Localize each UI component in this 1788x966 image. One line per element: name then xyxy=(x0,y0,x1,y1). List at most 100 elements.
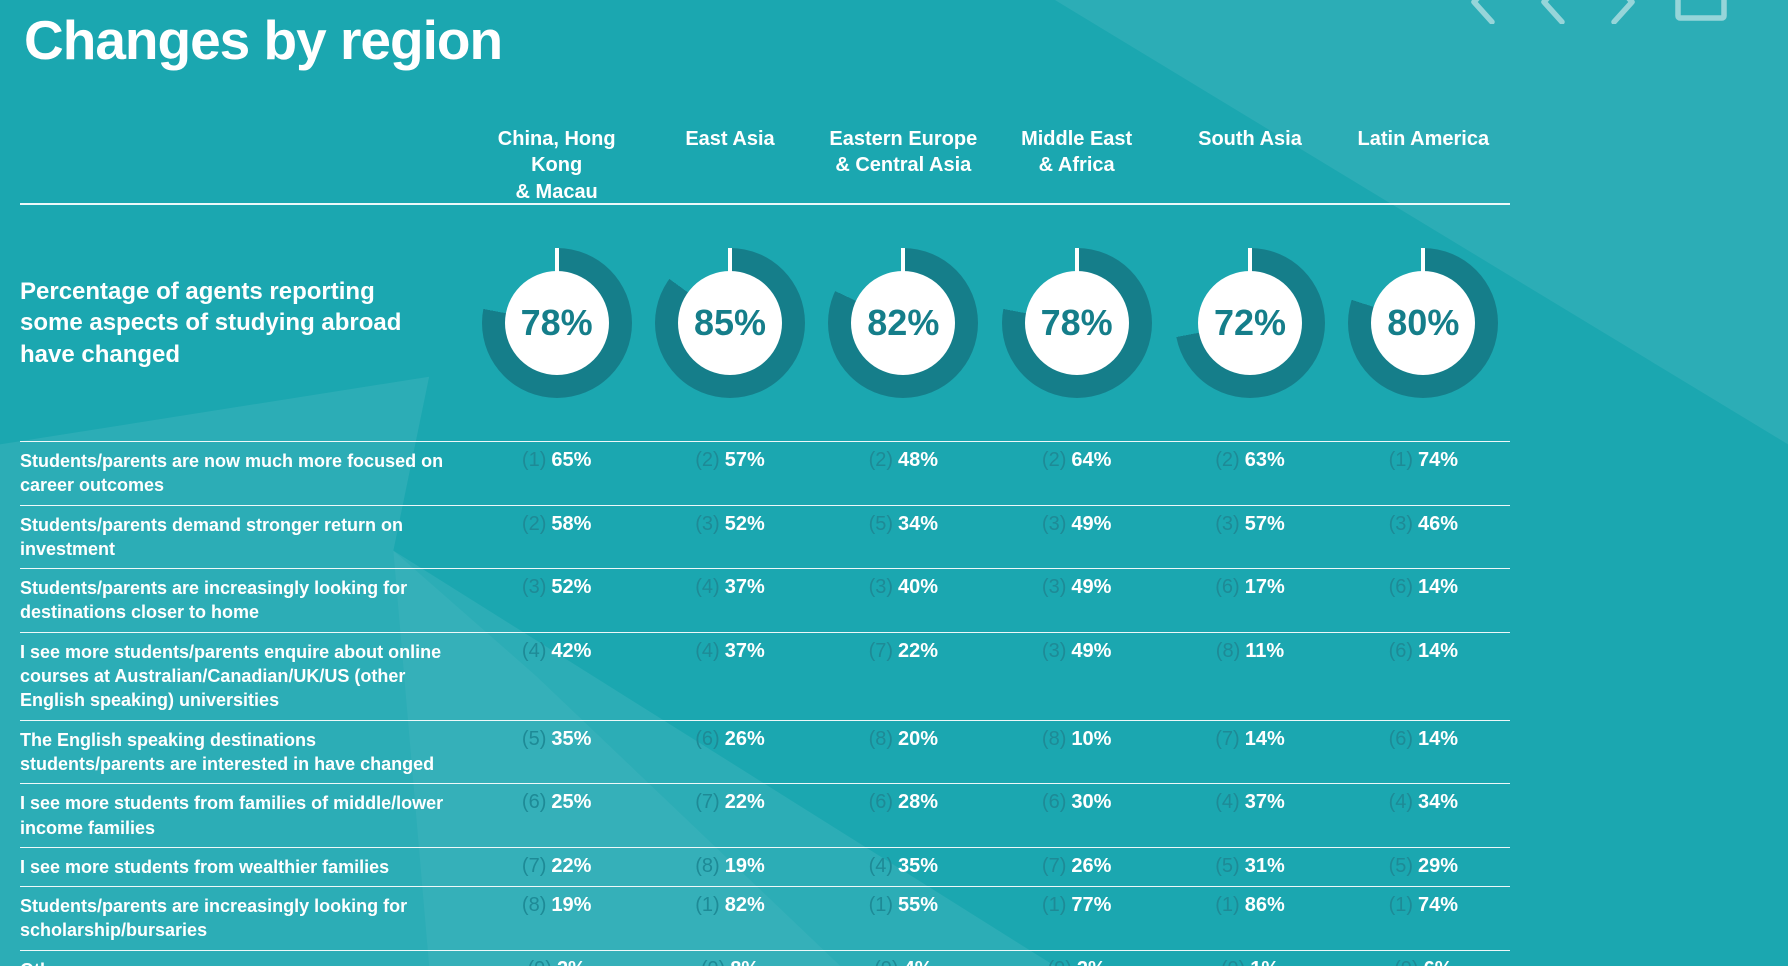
table-cell: (9) 2% xyxy=(470,958,643,966)
row-label: I see more students/parents enquire abou… xyxy=(20,641,442,711)
table-cell: (6) 26% xyxy=(643,728,816,777)
table-cell: (4) 35% xyxy=(817,855,990,879)
value: 14% xyxy=(1244,727,1285,750)
rank: (6) xyxy=(695,727,720,750)
donut-value: 82% xyxy=(867,302,940,343)
rank: (6) xyxy=(1041,791,1067,814)
donut-hole: 72% xyxy=(1197,271,1302,375)
value: 37% xyxy=(724,576,765,599)
value: 14% xyxy=(1418,576,1459,599)
report-content: China, Hong Kong & Macau East Asia Easte… xyxy=(20,112,1510,966)
fullscreen-icon[interactable] xyxy=(1672,0,1730,24)
donut-hole: 85% xyxy=(677,271,782,375)
rank: (4) xyxy=(1388,791,1414,814)
back-icon[interactable] xyxy=(1462,0,1502,24)
donut-hole: 80% xyxy=(1371,271,1476,375)
table-cell: (6) 14% xyxy=(1337,640,1510,713)
rank: (7) xyxy=(521,854,547,877)
rank: (4) xyxy=(695,576,720,599)
rank: (1) xyxy=(695,894,720,917)
table-cell: (1) 86% xyxy=(1163,894,1336,943)
rank: (8) xyxy=(1215,639,1241,662)
donut-chart: 82% xyxy=(828,248,979,398)
rank: (7) xyxy=(868,639,894,662)
table-cell: (3) 52% xyxy=(643,513,816,562)
value: 57% xyxy=(1244,512,1285,535)
donut-hole: 78% xyxy=(1024,271,1129,375)
rank: (5) xyxy=(868,512,894,535)
rank: (5) xyxy=(1215,854,1240,877)
table-cell: (2) 64% xyxy=(990,449,1163,498)
value: 22% xyxy=(551,854,592,877)
value: 28% xyxy=(898,791,939,814)
rank: (3) xyxy=(1215,512,1240,535)
donut-start-notch xyxy=(1074,248,1079,274)
table-row: Other (9) 2% (9) 8% (9) 4% (9) 2% (9) 1% (9) 6… xyxy=(20,949,1510,966)
value: 77% xyxy=(1071,894,1112,917)
previous-icon[interactable] xyxy=(1532,0,1572,24)
rank: (2) xyxy=(521,512,547,535)
table-cell: (6) 14% xyxy=(1337,576,1510,625)
table-cell: (8) 11% xyxy=(1163,640,1336,713)
rank: (1) xyxy=(521,449,547,471)
rank: (3) xyxy=(695,512,720,535)
metric-label: Percentage of agents reporting some aspe… xyxy=(20,278,402,368)
value: 22% xyxy=(724,791,765,814)
donut-value: 72% xyxy=(1213,302,1287,343)
donut-chart: 78% xyxy=(481,248,632,398)
value: 14% xyxy=(1418,727,1459,750)
table-cell: (3) 49% xyxy=(990,576,1163,625)
row-label: I see more students from wealthier famil… xyxy=(20,856,390,877)
rank: (3) xyxy=(1041,512,1067,535)
value: 86% xyxy=(1244,894,1285,917)
rank: (6) xyxy=(1215,576,1240,599)
table-cell: (4) 37% xyxy=(643,640,816,713)
column-header-china-hong-kong-macau: China, Hong Kong & Macau xyxy=(497,128,616,203)
table-row: Students/parents are increasingly lookin… xyxy=(20,886,1510,950)
table-row: Students/parents demand stronger return … xyxy=(20,504,1510,569)
rank: (1) xyxy=(1041,894,1067,917)
value: 1% xyxy=(1250,958,1279,966)
value: 22% xyxy=(898,639,939,662)
value: 20% xyxy=(898,727,939,750)
value: 46% xyxy=(1418,512,1459,535)
table-cell: (9) 6% xyxy=(1337,958,1510,966)
rank: (7) xyxy=(1041,854,1067,877)
rank: (2) xyxy=(1041,449,1067,471)
table-cell: (7) 22% xyxy=(817,640,990,713)
value: 42% xyxy=(551,639,592,662)
value: 19% xyxy=(551,894,592,917)
value: 10% xyxy=(1071,727,1112,750)
table-cell: (3) 46% xyxy=(1337,513,1510,562)
value: 55% xyxy=(898,894,939,917)
rank: (9) xyxy=(1221,958,1245,966)
table-row: I see more students from families of mid… xyxy=(20,783,1510,847)
value: 31% xyxy=(1244,854,1285,877)
table-cell: (6) 25% xyxy=(470,791,643,840)
column-header-row: China, Hong Kong & Macau East Asia Easte… xyxy=(20,112,1510,205)
value: 49% xyxy=(1071,639,1112,662)
rank: (9) xyxy=(1394,958,1418,966)
value: 37% xyxy=(1244,791,1285,814)
table-cell: (1) 65% xyxy=(470,449,643,498)
rank: (6) xyxy=(1388,639,1414,662)
value: 57% xyxy=(724,449,765,471)
table-cell: (6) 28% xyxy=(817,791,990,840)
table-cell: (9) 2% xyxy=(990,958,1163,966)
table-cell: (3) 49% xyxy=(990,640,1163,713)
value: 6% xyxy=(1424,958,1453,966)
changes-table: Students/parents are now much more focus… xyxy=(20,441,1510,966)
row-label: Students/parents demand stronger return … xyxy=(20,514,404,559)
rank: (7) xyxy=(695,791,720,814)
next-icon[interactable] xyxy=(1602,0,1642,24)
rank: (1) xyxy=(868,894,894,917)
viewer-controls xyxy=(1462,0,1730,24)
row-label: Other xyxy=(20,958,470,966)
rank: (1) xyxy=(1388,894,1414,917)
column-header-south-asia: South Asia xyxy=(1198,128,1302,150)
value: 64% xyxy=(1071,449,1112,471)
value: 35% xyxy=(898,854,939,877)
table-cell: (9) 1% xyxy=(1163,958,1336,966)
value: 63% xyxy=(1244,449,1285,471)
donut-chart: 72% xyxy=(1174,248,1325,398)
